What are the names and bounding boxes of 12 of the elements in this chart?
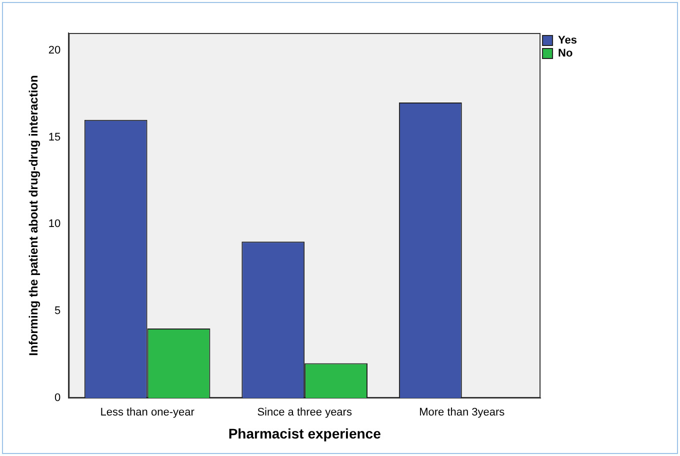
- x-tick-label: Less than one-year: [100, 406, 195, 419]
- legend-label: No: [558, 48, 573, 60]
- y-axis-title: Informing the patient about drug-drug interaction: [26, 75, 41, 356]
- y-tick-label: 0: [54, 392, 61, 404]
- x-tick-label: Since a three years: [257, 406, 352, 419]
- x-tick-label: More than 3years: [419, 406, 506, 419]
- legend-label: Yes: [558, 34, 578, 47]
- y-tick-label: 15: [48, 131, 61, 144]
- y-tick-label: 20: [48, 44, 61, 56]
- x-axis-title: Pharmacist experience: [228, 425, 382, 442]
- y-tick-label: 5: [54, 305, 61, 318]
- y-tick-label: 10: [48, 218, 61, 230]
